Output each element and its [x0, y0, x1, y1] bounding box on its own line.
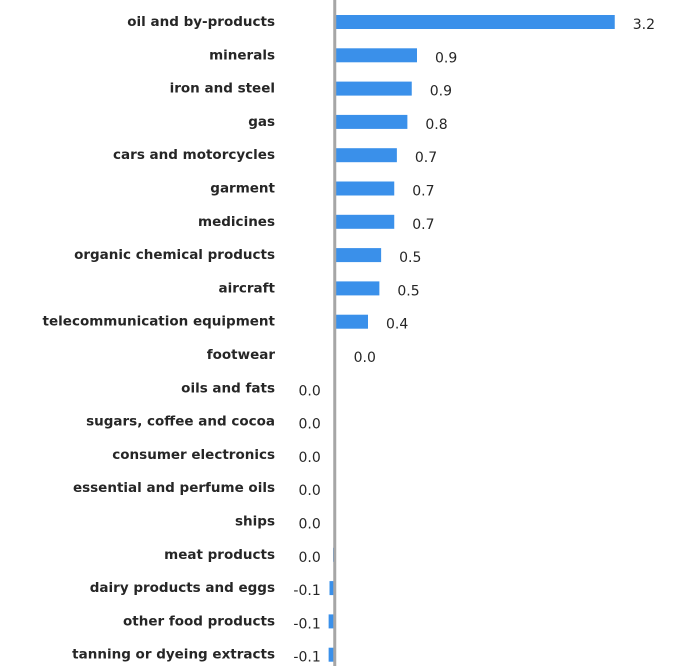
category-label: sugars, coffee and cocoa: [86, 414, 275, 430]
value-label: 0.0: [298, 383, 320, 399]
value-label: 0.0: [298, 550, 320, 566]
category-label: aircraft: [219, 280, 276, 296]
value-label: 0.0: [298, 450, 320, 466]
category-label: garment: [210, 181, 275, 197]
category-label: ships: [235, 514, 275, 530]
value-label: 0.7: [412, 217, 434, 233]
bar: [334, 48, 417, 63]
category-label: medicines: [198, 214, 275, 230]
category-label: cars and motorcycles: [113, 147, 275, 163]
value-label: 0.7: [415, 150, 437, 166]
bar: [334, 314, 368, 329]
bar: [328, 614, 335, 629]
value-label: 3.2: [633, 17, 655, 33]
category-label: consumer electronics: [112, 447, 275, 463]
bar: [334, 281, 380, 296]
value-label: 0.9: [430, 84, 452, 100]
category-label: meat products: [164, 547, 275, 563]
category-label: dairy products and eggs: [90, 580, 275, 596]
bar: [334, 81, 412, 96]
value-label: 0.4: [386, 317, 408, 333]
bar: [328, 647, 335, 662]
value-label: 0.0: [298, 483, 320, 499]
value-label: 0.0: [354, 350, 376, 366]
value-label: 0.5: [399, 250, 421, 266]
bar: [334, 214, 395, 229]
category-label: telecommunication equipment: [43, 314, 276, 330]
category-label: gas: [248, 114, 275, 130]
category-label: tanning or dyeing extracts: [72, 647, 275, 663]
bar: [334, 148, 397, 163]
category-label: other food products: [123, 613, 275, 629]
value-label: -0.1: [293, 650, 320, 666]
category-label: oils and fats: [181, 380, 275, 396]
bar: [329, 581, 335, 596]
value-label: 0.5: [397, 283, 419, 299]
value-label: 0.7: [412, 184, 434, 200]
value-label: -0.1: [293, 616, 320, 632]
category-label: minerals: [209, 47, 275, 63]
value-label: -0.1: [293, 583, 320, 599]
category-label: footwear: [207, 347, 276, 363]
bar: [334, 248, 382, 263]
value-label: 0.9: [435, 50, 457, 66]
bar: [334, 114, 408, 129]
category-label: oil and by-products: [127, 14, 275, 30]
value-label: 0.8: [425, 117, 447, 133]
value-label: 0.0: [298, 517, 320, 533]
value-label: 0.0: [298, 417, 320, 433]
category-label: essential and perfume oils: [73, 480, 275, 496]
bar: [334, 15, 615, 29]
category-label: iron and steel: [170, 81, 275, 97]
category-label: organic chemical products: [74, 247, 275, 263]
bar: [334, 181, 395, 196]
